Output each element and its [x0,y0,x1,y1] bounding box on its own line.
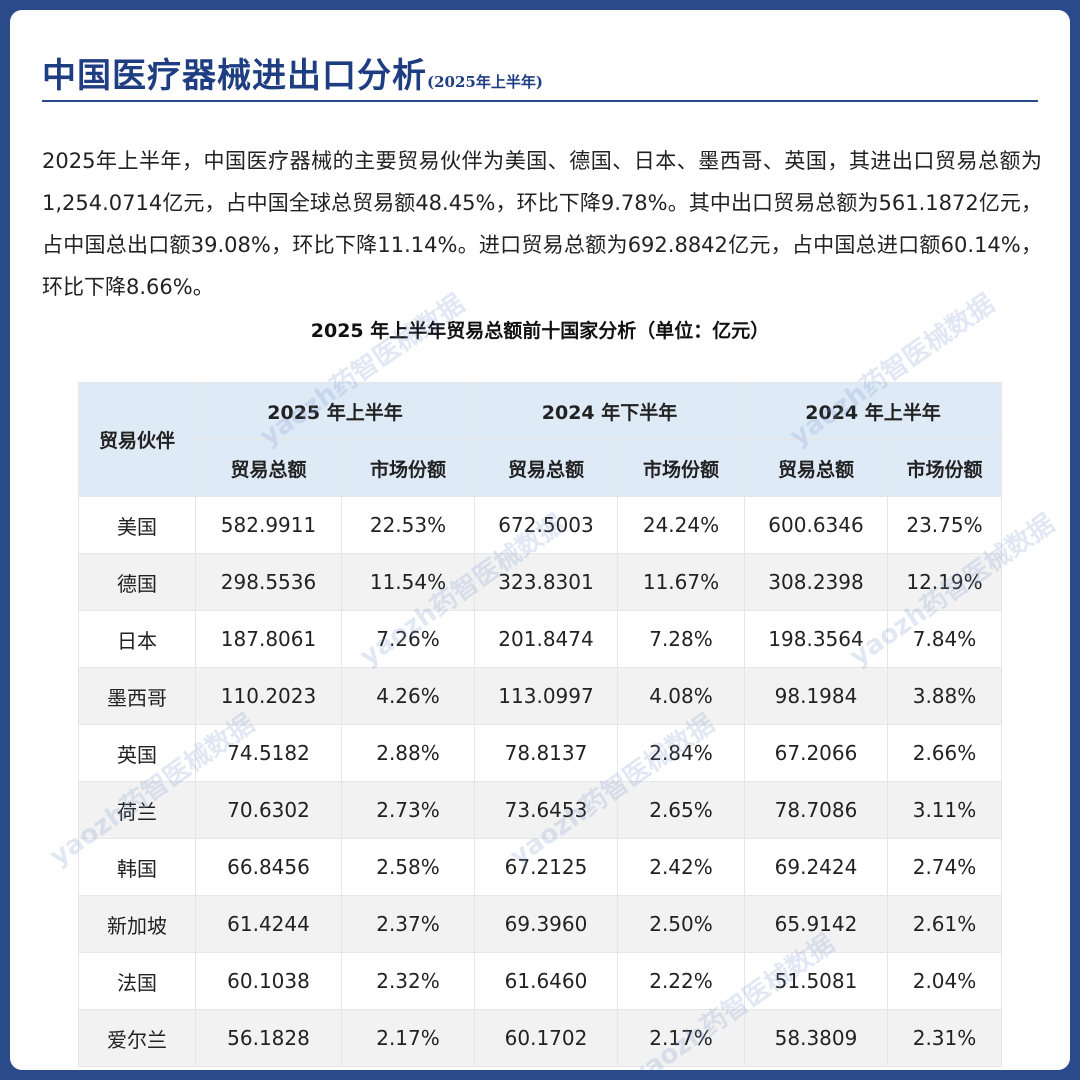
trade-partner-table: 贸易伙伴 2025 年上半年 2024 年下半年 2024 年上半年 贸易总额 … [78,382,1002,1067]
partner-cell: 美国 [78,496,196,554]
trade-total-cell: 600.6346 [744,496,888,554]
subheader-total: 贸易总额 [744,439,888,497]
market-share-cell: 3.88% [887,667,1002,725]
market-share-cell: 2.17% [617,1009,745,1067]
market-share-cell: 24.24% [617,496,745,554]
market-share-cell: 3.11% [887,781,1002,839]
page-subtitle: (2025年上半年) [427,73,543,91]
partner-cell: 荷兰 [78,781,196,839]
trade-total-cell: 78.7086 [744,781,888,839]
market-share-cell: 7.84% [887,610,1002,668]
partner-cell: 韩国 [78,838,196,896]
partner-cell: 墨西哥 [78,667,196,725]
trade-total-cell: 58.3809 [744,1009,888,1067]
partner-cell: 爱尔兰 [78,1009,196,1067]
subheader-total: 贸易总额 [474,439,618,497]
market-share-cell: 2.58% [341,838,475,896]
table-title: 2025 年上半年贸易总额前十国家分析（单位：亿元） [310,320,770,342]
market-share-cell: 2.04% [887,952,1002,1010]
market-share-cell: 7.28% [617,610,745,668]
partner-cell: 日本 [78,610,196,668]
market-share-cell: 2.31% [887,1009,1002,1067]
table-row: 美国 582.9911 22.53% 672.5003 24.24% 600.6346 23… [78,496,1002,554]
trade-total-cell: 74.5182 [195,724,342,782]
trade-total-cell: 67.2125 [474,838,618,896]
trade-total-cell: 198.3564 [744,610,888,668]
trade-total-cell: 66.8456 [195,838,342,896]
trade-total-cell: 73.6453 [474,781,618,839]
subheader-share: 市场份额 [617,439,745,497]
market-share-cell: 4.08% [617,667,745,725]
table-row: 墨西哥 110.2023 4.26% 113.0997 4.08% 98.1984 3.88… [78,667,1002,725]
table-row: 新加坡 61.4244 2.37% 69.3960 2.50% 65.9142 2.61% [78,895,1002,953]
period-header-2025h1: 2025 年上半年 [195,382,475,440]
table-row: 爱尔兰 56.1828 2.17% 60.1702 2.17% 58.3809 2.31% [78,1009,1002,1067]
trade-total-cell: 69.2424 [744,838,888,896]
market-share-cell: 7.26% [341,610,475,668]
subheader-total: 贸易总额 [195,439,342,497]
trade-total-cell: 98.1984 [744,667,888,725]
partner-cell: 德国 [78,553,196,611]
subheader-share: 市场份额 [887,439,1002,497]
table-row: 德国 298.5536 11.54% 323.8301 11.67% 308.2398 12… [78,553,1002,611]
content-card: 中国医疗器械进出口分析(2025年上半年) 2025年上半年，中国医疗器械的主要… [10,10,1070,1070]
partner-cell: 新加坡 [78,895,196,953]
market-share-cell: 22.53% [341,496,475,554]
trade-total-cell: 69.3960 [474,895,618,953]
table-row: 荷兰 70.6302 2.73% 73.6453 2.65% 78.7086 3.11% [78,781,1002,839]
market-share-cell: 2.74% [887,838,1002,896]
page-title: 中国医疗器械进出口分析 [42,56,427,96]
trade-total-cell: 67.2066 [744,724,888,782]
market-share-cell: 2.65% [617,781,745,839]
trade-total-cell: 323.8301 [474,553,618,611]
market-share-cell: 2.17% [341,1009,475,1067]
market-share-cell: 2.37% [341,895,475,953]
subheader-share: 市场份额 [341,439,475,497]
market-share-cell: 12.19% [887,553,1002,611]
summary-paragraph: 2025年上半年，中国医疗器械的主要贸易伙伴为美国、德国、日本、墨西哥、英国，其… [42,149,1042,299]
market-share-cell: 2.42% [617,838,745,896]
market-share-cell: 4.26% [341,667,475,725]
period-header-2024h2: 2024 年下半年 [474,382,745,440]
table-row: 日本 187.8061 7.26% 201.8474 7.28% 198.3564 7.84… [78,610,1002,668]
trade-total-cell: 187.8061 [195,610,342,668]
trade-total-cell: 298.5536 [195,553,342,611]
market-share-cell: 2.73% [341,781,475,839]
market-share-cell: 2.88% [341,724,475,782]
partner-cell: 英国 [78,724,196,782]
trade-total-cell: 60.1702 [474,1009,618,1067]
partner-cell: 法国 [78,952,196,1010]
trade-total-cell: 308.2398 [744,553,888,611]
partner-header: 贸易伙伴 [78,382,196,497]
trade-total-cell: 201.8474 [474,610,618,668]
market-share-cell: 2.22% [617,952,745,1010]
trade-total-cell: 61.4244 [195,895,342,953]
trade-total-cell: 582.9911 [195,496,342,554]
market-share-cell: 2.61% [887,895,1002,953]
trade-total-cell: 672.5003 [474,496,618,554]
trade-total-cell: 56.1828 [195,1009,342,1067]
trade-total-cell: 60.1038 [195,952,342,1010]
table-row: 法国 60.1038 2.32% 61.6460 2.22% 51.5081 2.04% [78,952,1002,1010]
period-header-2024h1: 2024 年上半年 [744,382,1002,440]
market-share-cell: 2.32% [341,952,475,1010]
market-share-cell: 2.84% [617,724,745,782]
market-share-cell: 2.66% [887,724,1002,782]
table-body: 美国 582.9911 22.53% 672.5003 24.24% 600.6346 23… [78,496,1002,1067]
page-header: 中国医疗器械进出口分析(2025年上半年) [42,48,1038,102]
trade-total-cell: 70.6302 [195,781,342,839]
table-row: 英国 74.5182 2.88% 78.8137 2.84% 67.2066 2.66% [78,724,1002,782]
market-share-cell: 11.54% [341,553,475,611]
market-share-cell: 2.50% [617,895,745,953]
trade-total-cell: 51.5081 [744,952,888,1010]
trade-total-cell: 65.9142 [744,895,888,953]
table-row: 韩国 66.8456 2.58% 67.2125 2.42% 69.2424 2.74% [78,838,1002,896]
trade-total-cell: 61.6460 [474,952,618,1010]
trade-total-cell: 113.0997 [474,667,618,725]
trade-total-cell: 110.2023 [195,667,342,725]
market-share-cell: 23.75% [887,496,1002,554]
market-share-cell: 11.67% [617,553,745,611]
trade-total-cell: 78.8137 [474,724,618,782]
